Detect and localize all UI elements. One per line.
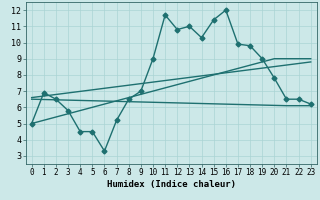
X-axis label: Humidex (Indice chaleur): Humidex (Indice chaleur) <box>107 180 236 189</box>
